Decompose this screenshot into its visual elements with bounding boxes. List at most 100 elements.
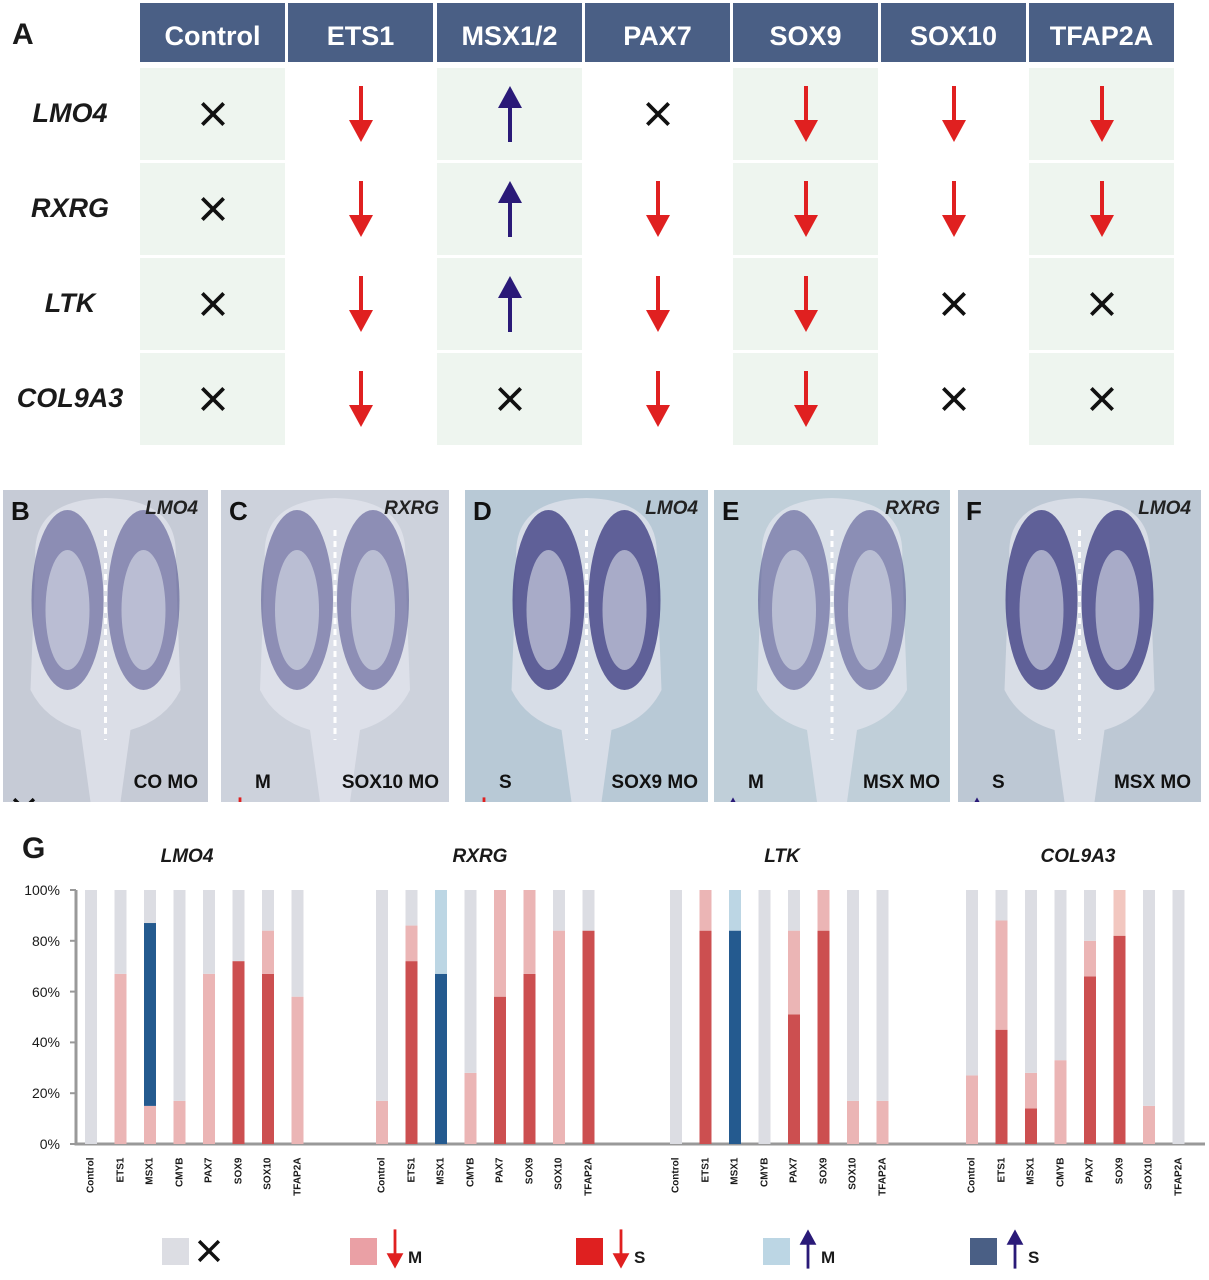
no-change-icon <box>199 195 227 228</box>
arrow-down-icon <box>791 274 821 339</box>
bar-segment-strong <box>995 1029 1008 1144</box>
bar-segment-moderate <box>203 973 215 1144</box>
x-tick-label: TFAP2A <box>583 1157 594 1196</box>
x-tick-label: Control <box>85 1157 97 1194</box>
x-tick-label: SOX10 <box>1143 1157 1155 1190</box>
x-tick-label: SOX10 <box>553 1157 565 1190</box>
arrow-down-icon <box>1087 84 1117 149</box>
legend-swatch <box>162 1238 189 1265</box>
embryo-photo-e: E RXRG MSX MO M <box>714 490 950 802</box>
column-header-msx12: MSX1/2 <box>437 3 582 62</box>
photo-letter: D <box>473 496 492 526</box>
row-label-col9a3: COL9A3 <box>16 383 124 413</box>
arrow-down-icon <box>610 1228 632 1275</box>
bar-segment-strong <box>788 1014 800 1144</box>
bar-segment-none <box>1025 890 1037 1073</box>
bar-segment-strong <box>405 961 418 1144</box>
bar-segment-up-moderate <box>729 890 741 931</box>
y-tick-label: 60% <box>31 983 60 1000</box>
bar-segment-strong <box>262 973 274 1144</box>
no-change-icon <box>199 100 227 133</box>
bar-segment-faint <box>1113 890 1126 936</box>
embryo-photo-b: B LMO4 CO MO <box>3 490 208 802</box>
bar-segment-strong <box>582 930 595 1144</box>
bar-segment-moderate <box>405 925 418 962</box>
chart-title-col9a3: COL9A3 <box>1040 846 1116 867</box>
no-change-icon <box>1088 385 1116 418</box>
arrow-down-icon <box>939 84 969 149</box>
column-header-tfap2a: TFAP2A <box>1029 3 1174 62</box>
x-tick-label: SOX10 <box>262 1157 274 1190</box>
bar-segment-up-strong <box>144 923 156 1106</box>
bar-segment-strong <box>1113 935 1126 1144</box>
x-tick-label: CMYB <box>1055 1157 1066 1187</box>
x-tick-label: PAX7 <box>203 1157 215 1183</box>
legend-swatch <box>350 1238 377 1265</box>
photo-gene-label: LMO4 <box>1138 498 1191 519</box>
bar-segment-none <box>405 890 418 926</box>
bar-segment-moderate <box>262 930 274 974</box>
x-tick-label: SOX9 <box>818 1157 829 1185</box>
legend-item: S <box>576 1228 656 1269</box>
legend-severity-label: M <box>408 1248 423 1267</box>
bar-segment-none <box>232 890 245 962</box>
arrow-down-icon <box>791 84 821 149</box>
x-tick-label: Control <box>670 1157 682 1194</box>
no-change-icon <box>940 385 968 418</box>
column-header-control: Control <box>140 3 285 62</box>
legend-swatch <box>576 1238 603 1265</box>
arrow-down-icon <box>1087 179 1117 244</box>
bar-segment-moderate <box>464 1072 477 1144</box>
y-tick-label: 80% <box>31 932 60 949</box>
legend-item: S <box>970 1228 1050 1269</box>
column-header-ets1: ETS1 <box>288 3 433 62</box>
bar-segment-moderate <box>376 1100 388 1144</box>
bar-segment-none <box>582 890 595 931</box>
bar-segment-moderate <box>1084 940 1096 977</box>
bar-segment-moderate <box>788 930 800 1015</box>
x-tick-label: Control <box>376 1157 388 1194</box>
bar-segment-none <box>1172 890 1185 1144</box>
photo-letter: F <box>966 496 982 526</box>
bar-segment-moderate <box>494 890 506 997</box>
photo-letter: E <box>722 496 740 526</box>
y-tick-label: 100% <box>24 882 60 898</box>
bar-segment-moderate <box>699 890 712 931</box>
chart-canvas <box>70 889 1205 1146</box>
photo-severity-label: S <box>499 772 512 793</box>
row-label-lmo4: LMO4 <box>32 98 108 128</box>
bar-segment-strong <box>494 996 506 1144</box>
embryo-illustration <box>30 498 181 802</box>
arrow-down-icon <box>346 179 376 244</box>
arrow-down-icon <box>384 1228 406 1275</box>
embryo-photo-f: F LMO4 MSX MO S <box>958 490 1201 802</box>
embryo-photo-d: D LMO4 SOX9 MO S <box>465 490 708 802</box>
bar-segment-moderate <box>144 1105 156 1144</box>
y-tick-label: 20% <box>31 1085 60 1102</box>
x-tick-label: SOX9 <box>1114 1157 1125 1185</box>
bar-segment-strong <box>232 961 245 1144</box>
x-tick-label: CMYB <box>465 1157 476 1187</box>
x-tick-label: PAX7 <box>788 1157 800 1183</box>
bar-segment-up-strong <box>435 973 447 1144</box>
bar-segment-moderate <box>523 890 536 974</box>
y-tick-label: 0% <box>39 1136 60 1152</box>
arrow-up-icon <box>495 84 525 149</box>
bar-segment-strong <box>1084 976 1096 1144</box>
photo-morpholino-label: CO MO <box>133 772 198 793</box>
column-header-sox10: SOX10 <box>881 3 1026 62</box>
x-tick-label: TFAP2A <box>877 1157 888 1196</box>
photo-morpholino-label: SOX10 MO <box>341 772 439 793</box>
arrow-up-icon <box>495 179 525 244</box>
embryo-photo-c: C RXRG SOX10 MO M <box>221 490 449 802</box>
x-tick-label: TFAP2A <box>1173 1157 1184 1196</box>
bar-segment-none <box>114 890 127 974</box>
no-change-icon <box>199 290 227 323</box>
chart-title-rxrg: RXRG <box>452 846 508 867</box>
bar-segment-none <box>788 890 800 931</box>
bar-segment-moderate <box>995 920 1008 1030</box>
x-tick-label: CMYB <box>174 1157 185 1187</box>
arrow-down-icon <box>346 369 376 434</box>
x-tick-label: TFAP2A <box>292 1157 303 1196</box>
bar-segment-none <box>670 890 682 1144</box>
